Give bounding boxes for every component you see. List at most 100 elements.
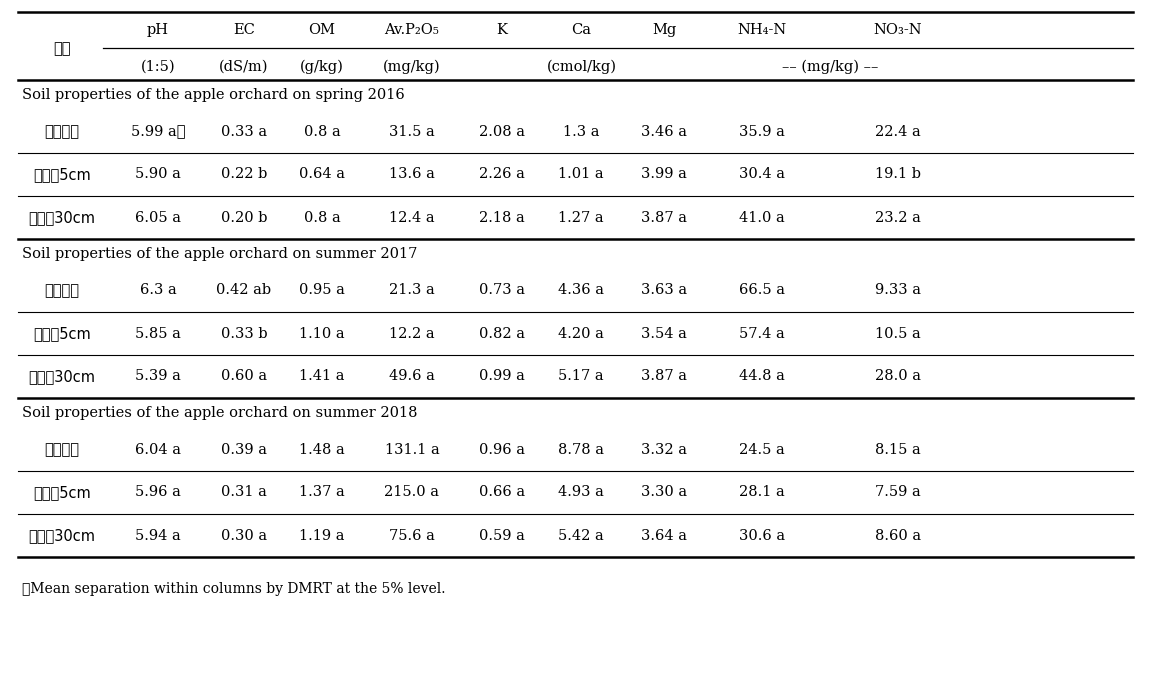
Text: Soil properties of the apple orchard on spring 2016: Soil properties of the apple orchard on … xyxy=(22,88,405,102)
Text: 2.26 a: 2.26 a xyxy=(479,168,525,181)
Text: 49.6 a: 49.6 a xyxy=(389,369,435,384)
Text: 지표점적: 지표점적 xyxy=(45,442,79,457)
Text: 2.08 a: 2.08 a xyxy=(479,124,525,139)
Text: 12.2 a: 12.2 a xyxy=(389,327,435,340)
Text: 3.87 a: 3.87 a xyxy=(641,369,687,384)
Text: 0.95 a: 0.95 a xyxy=(299,284,345,297)
Text: (mg/kg): (mg/kg) xyxy=(383,60,441,74)
Text: 131.1 a: 131.1 a xyxy=(384,443,440,456)
Text: 5.99 aᵺ: 5.99 aᵺ xyxy=(131,124,185,139)
Text: 28.1 a: 28.1 a xyxy=(739,485,785,500)
Text: 지표점적: 지표점적 xyxy=(45,283,79,298)
Text: 지중녑30cm: 지중녑30cm xyxy=(29,369,96,384)
Text: 6.05 a: 6.05 a xyxy=(135,210,181,225)
Text: 0.22 b: 0.22 b xyxy=(221,168,267,181)
Text: 3.54 a: 3.54 a xyxy=(641,327,687,340)
Text: –– (mg/kg) ––: –– (mg/kg) –– xyxy=(782,60,878,74)
Text: 0.82 a: 0.82 a xyxy=(479,327,525,340)
Text: Ca: Ca xyxy=(571,23,590,37)
Text: 22.4 a: 22.4 a xyxy=(875,124,921,139)
Text: Soil properties of the apple orchard on summer 2017: Soil properties of the apple orchard on … xyxy=(22,247,418,261)
Text: 0.8 a: 0.8 a xyxy=(304,210,341,225)
Text: 0.8 a: 0.8 a xyxy=(304,124,341,139)
Text: 0.20 b: 0.20 b xyxy=(221,210,267,225)
Text: 13.6 a: 13.6 a xyxy=(389,168,435,181)
Text: K: K xyxy=(496,23,508,37)
Text: 41.0 a: 41.0 a xyxy=(739,210,785,225)
Text: 1.01 a: 1.01 a xyxy=(558,168,604,181)
Text: 31.5 a: 31.5 a xyxy=(389,124,435,139)
Text: (g/kg): (g/kg) xyxy=(300,60,344,74)
Text: 지표점적: 지표점적 xyxy=(45,124,79,139)
Text: 0.66 a: 0.66 a xyxy=(479,485,525,500)
Text: (1:5): (1:5) xyxy=(140,60,175,74)
Text: 23.2 a: 23.2 a xyxy=(875,210,921,225)
Text: 215.0 a: 215.0 a xyxy=(384,485,440,500)
Text: 0.33 a: 0.33 a xyxy=(221,124,267,139)
Text: 0.39 a: 0.39 a xyxy=(221,443,267,456)
Text: pH: pH xyxy=(147,23,169,37)
Text: 3.63 a: 3.63 a xyxy=(641,284,687,297)
Text: 0.60 a: 0.60 a xyxy=(221,369,267,384)
Text: 8.78 a: 8.78 a xyxy=(558,443,604,456)
Text: 21.3 a: 21.3 a xyxy=(389,284,435,297)
Text: 5.94 a: 5.94 a xyxy=(135,528,181,543)
Text: (dS/m): (dS/m) xyxy=(219,60,268,74)
Text: 5.90 a: 5.90 a xyxy=(135,168,181,181)
Text: 1.37 a: 1.37 a xyxy=(299,485,345,500)
Text: 1.27 a: 1.27 a xyxy=(558,210,604,225)
Text: 7.59 a: 7.59 a xyxy=(875,485,921,500)
Text: 지중녑5cm: 지중녑5cm xyxy=(33,485,91,500)
Text: 0.31 a: 0.31 a xyxy=(221,485,267,500)
Text: 6.3 a: 6.3 a xyxy=(139,284,176,297)
Text: 66.5 a: 66.5 a xyxy=(739,284,785,297)
Text: 3.99 a: 3.99 a xyxy=(641,168,687,181)
Text: 1.3 a: 1.3 a xyxy=(563,124,600,139)
Text: 처리: 처리 xyxy=(53,41,70,56)
Text: 44.8 a: 44.8 a xyxy=(739,369,785,384)
Text: ᵺMean separation within columns by DMRT at the 5% level.: ᵺMean separation within columns by DMRT … xyxy=(22,582,445,596)
Text: 지중녑5cm: 지중녑5cm xyxy=(33,326,91,341)
Text: 4.93 a: 4.93 a xyxy=(558,485,604,500)
Text: 8.60 a: 8.60 a xyxy=(875,528,921,543)
Text: 1.41 a: 1.41 a xyxy=(299,369,345,384)
Text: 지중녑30cm: 지중녑30cm xyxy=(29,210,96,225)
Text: 4.20 a: 4.20 a xyxy=(558,327,604,340)
Text: Mg: Mg xyxy=(651,23,676,37)
Text: 12.4 a: 12.4 a xyxy=(389,210,435,225)
Text: 3.87 a: 3.87 a xyxy=(641,210,687,225)
Text: 30.6 a: 30.6 a xyxy=(739,528,785,543)
Text: OM: OM xyxy=(308,23,335,37)
Text: 5.39 a: 5.39 a xyxy=(135,369,181,384)
Text: 24.5 a: 24.5 a xyxy=(739,443,785,456)
Text: (cmol/kg): (cmol/kg) xyxy=(548,60,617,74)
Text: 35.9 a: 35.9 a xyxy=(739,124,785,139)
Text: 2.18 a: 2.18 a xyxy=(479,210,525,225)
Text: 지중녑30cm: 지중녑30cm xyxy=(29,528,96,543)
Text: 0.42 ab: 0.42 ab xyxy=(216,284,272,297)
Text: 19.1 b: 19.1 b xyxy=(875,168,921,181)
Text: 0.96 a: 0.96 a xyxy=(479,443,525,456)
Text: Soil properties of the apple orchard on summer 2018: Soil properties of the apple orchard on … xyxy=(22,406,418,420)
Text: 0.73 a: 0.73 a xyxy=(479,284,525,297)
Text: 1.10 a: 1.10 a xyxy=(299,327,345,340)
Text: 5.42 a: 5.42 a xyxy=(558,528,604,543)
Text: 3.30 a: 3.30 a xyxy=(641,485,687,500)
Text: 1.48 a: 1.48 a xyxy=(299,443,345,456)
Text: 3.32 a: 3.32 a xyxy=(641,443,687,456)
Text: 5.85 a: 5.85 a xyxy=(135,327,181,340)
Text: EC: EC xyxy=(233,23,254,37)
Text: Av.P₂O₅: Av.P₂O₅ xyxy=(384,23,440,37)
Text: 0.33 b: 0.33 b xyxy=(221,327,267,340)
Text: 57.4 a: 57.4 a xyxy=(739,327,785,340)
Text: 9.33 a: 9.33 a xyxy=(875,284,921,297)
Text: 8.15 a: 8.15 a xyxy=(875,443,921,456)
Text: 0.59 a: 0.59 a xyxy=(479,528,525,543)
Text: 3.64 a: 3.64 a xyxy=(641,528,687,543)
Text: 10.5 a: 10.5 a xyxy=(875,327,921,340)
Text: 30.4 a: 30.4 a xyxy=(739,168,785,181)
Text: 5.96 a: 5.96 a xyxy=(135,485,181,500)
Text: 6.04 a: 6.04 a xyxy=(135,443,181,456)
Text: 75.6 a: 75.6 a xyxy=(389,528,435,543)
Text: 3.46 a: 3.46 a xyxy=(641,124,687,139)
